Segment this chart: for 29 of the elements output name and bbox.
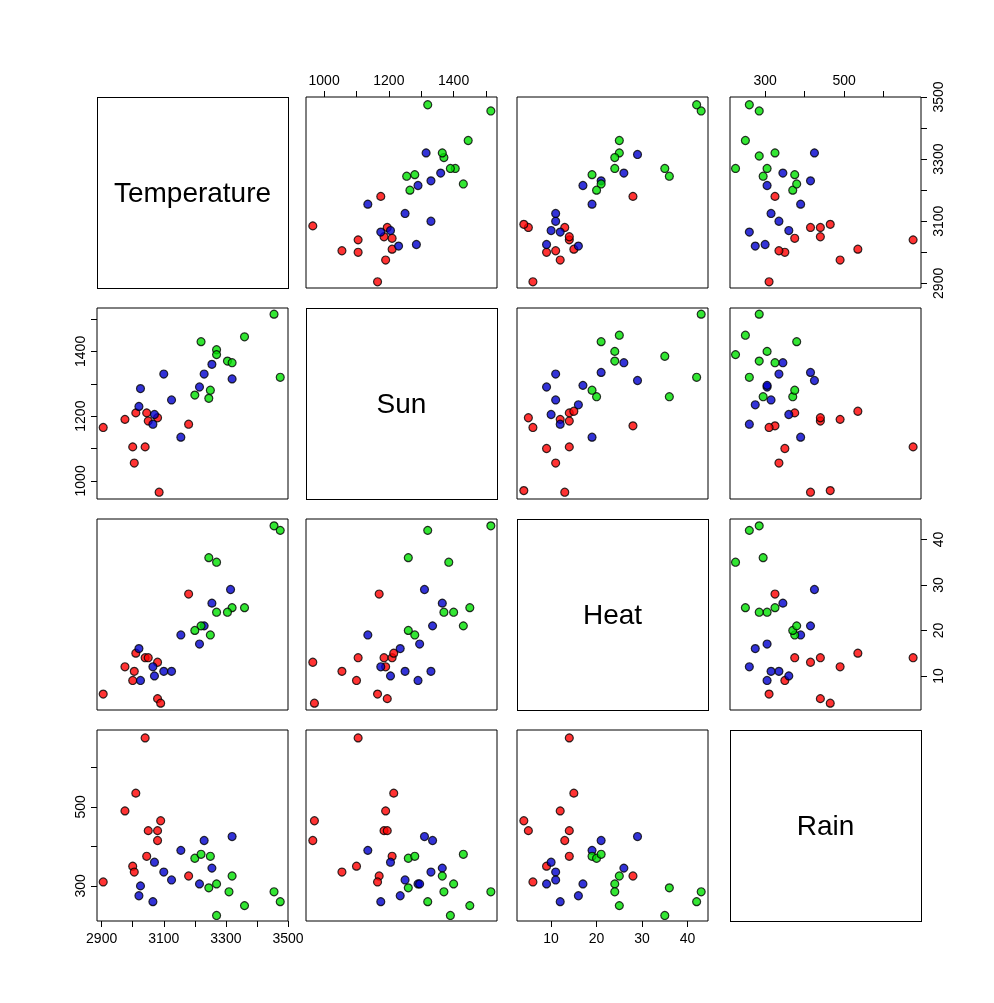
y-tick-label: 2900 — [930, 267, 946, 299]
y-tick-label: 3100 — [930, 205, 946, 237]
x-tick-label: 500 — [832, 72, 856, 88]
x-tick-label: 2900 — [86, 930, 118, 946]
y-tick-label: 40 — [930, 531, 946, 548]
x-tick-label: 300 — [753, 72, 778, 88]
y-tick-label: 1400 — [72, 335, 88, 367]
y-tick-label: 1000 — [72, 465, 88, 497]
x-tick-label: 1000 — [308, 72, 340, 88]
x-tick-label: 20 — [588, 930, 605, 946]
y-tick-label: 20 — [930, 622, 946, 639]
x-tick-label: 3100 — [148, 930, 180, 946]
text: Rain — [796, 810, 855, 841]
text: Sun — [376, 388, 427, 419]
x-tick-label: 10 — [543, 930, 560, 946]
x-tick-label: 1200 — [373, 72, 405, 88]
text: Heat — [582, 599, 643, 630]
x-tick-label: 3300 — [210, 930, 242, 946]
text: Temperature — [113, 177, 272, 208]
x-tick-label: 40 — [679, 930, 696, 946]
x-tick-label: 3500 — [272, 930, 304, 946]
y-tick-label: 500 — [72, 795, 88, 819]
y-tick-label: 300 — [72, 873, 88, 898]
x-tick-label: 30 — [634, 930, 651, 946]
x-tick-label: 1400 — [438, 72, 470, 88]
y-tick-label: 3300 — [930, 143, 946, 175]
y-tick-label: 1200 — [72, 400, 88, 432]
y-tick-label: 30 — [930, 576, 946, 593]
y-tick-label: 10 — [930, 667, 946, 684]
